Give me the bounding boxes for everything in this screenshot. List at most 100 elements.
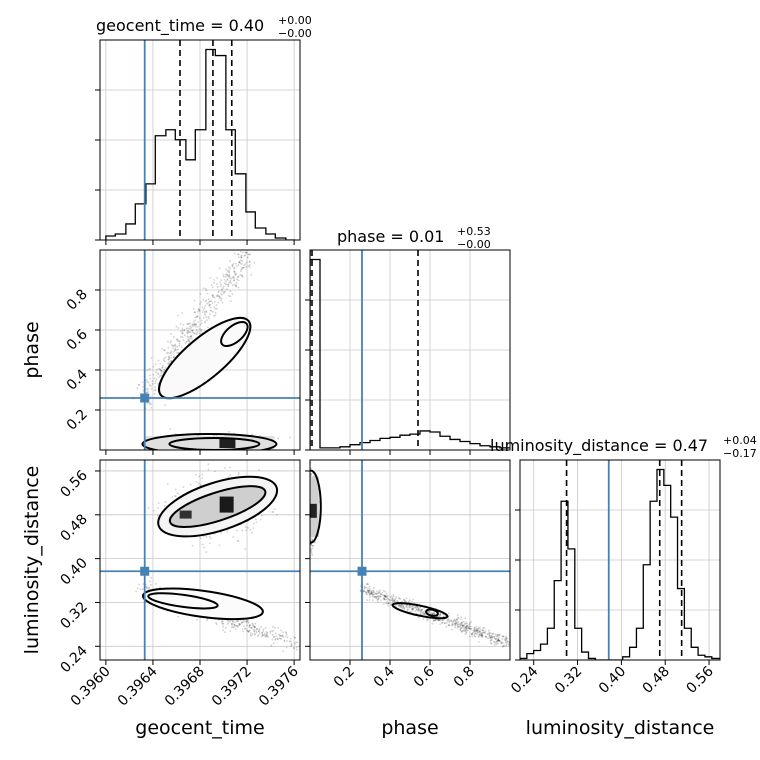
sample-point bbox=[136, 387, 139, 390]
sample-point bbox=[439, 619, 442, 622]
sample-point bbox=[207, 463, 210, 466]
sample-point bbox=[204, 300, 207, 303]
sample-point bbox=[383, 594, 386, 597]
xlabel-geocent-time: geocent_time bbox=[135, 717, 264, 739]
sample-point bbox=[203, 307, 206, 310]
sample-point bbox=[262, 630, 265, 633]
sample-point bbox=[240, 274, 243, 277]
sample-point bbox=[225, 280, 227, 283]
sample-point bbox=[228, 281, 231, 284]
sample-point bbox=[266, 631, 269, 634]
title-phase-sup: +0.53 bbox=[457, 225, 491, 238]
sample-point bbox=[370, 592, 373, 595]
sample-point bbox=[170, 344, 173, 346]
sample-point bbox=[468, 622, 471, 624]
sample-point bbox=[152, 373, 155, 376]
contour-outer bbox=[141, 433, 278, 450]
sample-point bbox=[500, 641, 503, 644]
sample-point bbox=[431, 612, 434, 615]
sample-point bbox=[210, 284, 213, 286]
sample-point bbox=[224, 275, 227, 278]
sample-point bbox=[187, 336, 190, 339]
sample-point bbox=[385, 598, 388, 601]
sample-point bbox=[441, 621, 444, 624]
sample-point bbox=[505, 639, 507, 642]
sample-point bbox=[450, 620, 453, 623]
sample-point bbox=[290, 645, 292, 647]
sample-point bbox=[191, 324, 194, 327]
sample-point bbox=[386, 600, 389, 603]
sample-point bbox=[478, 633, 481, 636]
sample-point bbox=[386, 596, 389, 599]
sample-point bbox=[220, 621, 223, 624]
sample-point bbox=[399, 605, 402, 608]
sample-point bbox=[153, 388, 156, 391]
sample-point bbox=[468, 627, 471, 630]
sample-point bbox=[235, 281, 238, 284]
sample-point bbox=[253, 522, 255, 525]
sample-point bbox=[497, 642, 500, 644]
sample-point bbox=[246, 624, 249, 627]
sample-point bbox=[189, 335, 192, 338]
sample-point bbox=[422, 611, 425, 614]
sample-point bbox=[454, 623, 457, 626]
sample-point bbox=[407, 608, 409, 611]
sample-point bbox=[495, 637, 498, 640]
sample-point bbox=[252, 625, 254, 628]
sample-point bbox=[238, 623, 241, 625]
sample-point bbox=[476, 627, 479, 630]
sample-point bbox=[226, 622, 229, 625]
sample-point bbox=[186, 332, 189, 335]
sample-point bbox=[286, 640, 288, 642]
sample-point bbox=[198, 475, 201, 478]
sample-point bbox=[174, 346, 177, 348]
sample-point bbox=[295, 646, 298, 649]
sample-point bbox=[456, 614, 459, 616]
sample-point bbox=[227, 266, 230, 269]
sample-point bbox=[222, 629, 224, 632]
sample-point bbox=[477, 631, 480, 634]
sample-point bbox=[384, 595, 387, 598]
sample-point bbox=[214, 307, 217, 310]
sample-point bbox=[367, 589, 370, 592]
sample-point bbox=[250, 632, 252, 635]
sample-point bbox=[411, 607, 414, 610]
sample-point bbox=[163, 505, 166, 507]
sample-point bbox=[448, 621, 451, 624]
sample-point bbox=[207, 298, 210, 301]
sample-point bbox=[205, 299, 208, 302]
sample-point bbox=[474, 629, 477, 632]
sample-point bbox=[190, 334, 193, 337]
sample-point bbox=[434, 619, 437, 621]
sample-point bbox=[281, 634, 284, 637]
sample-point bbox=[496, 633, 499, 636]
sample-point bbox=[224, 631, 226, 634]
sample-point bbox=[233, 279, 235, 282]
sample-point bbox=[195, 481, 198, 483]
sample-point bbox=[421, 613, 424, 616]
sample-point bbox=[151, 382, 154, 385]
sample-point bbox=[241, 260, 244, 263]
sample-point bbox=[163, 349, 165, 351]
sample-point bbox=[209, 306, 212, 309]
sample-point bbox=[460, 621, 463, 624]
sample-point bbox=[158, 367, 161, 370]
sample-point bbox=[165, 367, 167, 369]
sample-point bbox=[310, 467, 312, 470]
sample-point bbox=[161, 366, 164, 369]
sample-point bbox=[181, 329, 184, 332]
sample-point bbox=[150, 403, 153, 406]
sample-point bbox=[285, 631, 288, 634]
sample-point bbox=[494, 637, 497, 640]
sample-point bbox=[178, 340, 181, 343]
sample-point bbox=[280, 634, 283, 637]
sample-point bbox=[240, 274, 243, 277]
sample-point bbox=[147, 391, 150, 393]
sample-point bbox=[505, 637, 508, 639]
sample-point bbox=[411, 607, 414, 609]
sample-point bbox=[210, 300, 213, 303]
sample-point bbox=[428, 611, 431, 613]
sample-point bbox=[383, 597, 385, 600]
sample-point bbox=[364, 590, 367, 593]
sample-point bbox=[416, 606, 419, 609]
